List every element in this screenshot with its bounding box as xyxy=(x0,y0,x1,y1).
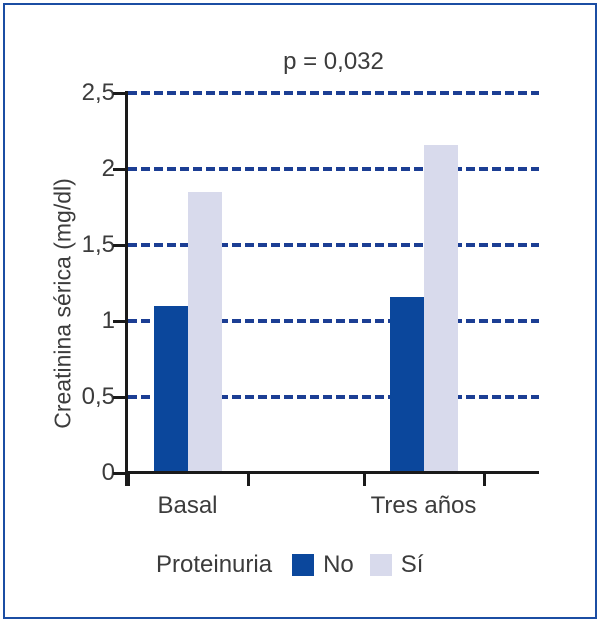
y-axis-tick xyxy=(113,395,125,399)
x-category-label: Tres años xyxy=(370,492,477,519)
y-tick-label: 2,5 xyxy=(81,79,115,106)
x-axis-tick xyxy=(362,474,366,486)
x-axis-tick xyxy=(126,474,130,486)
legend-title: Proteinuria xyxy=(156,551,273,578)
x-category-label: Basal xyxy=(157,492,218,519)
chart-title: p = 0,032 xyxy=(283,48,384,75)
y-tick-label: 1 xyxy=(101,307,115,334)
y-axis-tick xyxy=(113,243,125,247)
y-axis xyxy=(125,91,128,486)
gridline xyxy=(128,395,539,399)
bar-tres-años-sí xyxy=(423,144,458,472)
y-axis-tick xyxy=(113,471,125,475)
bar-basal-sí xyxy=(187,191,222,472)
x-axis-tick xyxy=(482,474,486,486)
y-axis-tick xyxy=(113,319,125,323)
y-axis-tick xyxy=(113,167,125,171)
y-tick-label: 0,5 xyxy=(81,383,115,410)
x-axis xyxy=(125,471,539,474)
legend: Proteinuria No Sí xyxy=(156,551,439,579)
x-axis-tick xyxy=(246,474,250,486)
legend-item-no: No xyxy=(292,551,354,579)
gridline xyxy=(128,167,539,171)
y-tick-label: 2 xyxy=(101,155,115,182)
legend-swatch-si xyxy=(369,554,392,576)
legend-label-si: Sí xyxy=(400,551,424,578)
legend-label-no: No xyxy=(323,551,354,578)
bar-basal-no xyxy=(153,305,188,472)
gridline xyxy=(128,319,539,323)
y-axis-tick xyxy=(113,91,125,95)
gridline xyxy=(128,91,539,95)
y-tick-label: 1,5 xyxy=(81,231,115,258)
gridline xyxy=(128,243,539,247)
bar-tres-años-no xyxy=(389,296,424,472)
legend-item-si: Sí xyxy=(369,551,424,579)
y-tick-label: 0 xyxy=(101,459,115,486)
legend-swatch-no xyxy=(292,554,315,576)
